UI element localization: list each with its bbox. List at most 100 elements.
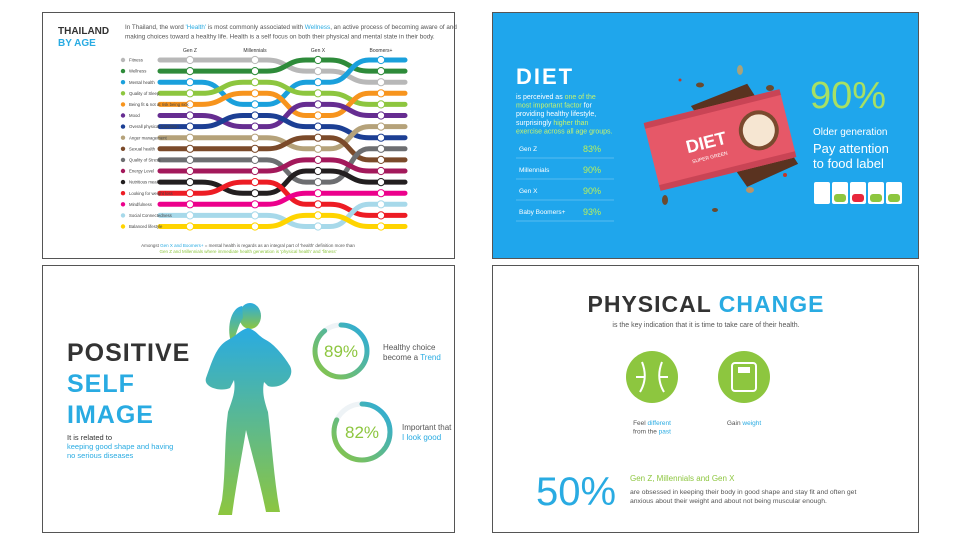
label-dot (120, 113, 126, 118)
highlight: Trend (420, 353, 441, 362)
rank-dot (250, 144, 260, 153)
rank-dot (185, 111, 195, 120)
caption: Older generation (813, 127, 888, 138)
subtitle: is the key indication that it is time to… (612, 322, 799, 329)
rank-dot (313, 155, 323, 164)
icon (718, 351, 770, 403)
label-dot (120, 91, 126, 96)
text-line: In Thailand, the word 'Health' is most c… (125, 24, 457, 31)
text-line: anxious about their weight and about not… (630, 498, 827, 505)
rank-dot (376, 144, 386, 153)
text-line: become a Trend (383, 353, 441, 362)
item-label: Fitness (129, 58, 143, 63)
rank-dot (376, 189, 386, 198)
item-label: Balanced lifestyle (129, 224, 163, 229)
rank-dot (313, 55, 323, 65)
rank-dot (185, 144, 195, 153)
text-line: I look good (402, 433, 441, 442)
silhouette (205, 303, 292, 515)
text-line: most important factor for (516, 103, 593, 110)
rank-dot (250, 100, 260, 109)
rank-dot (376, 111, 386, 120)
text-span: anxious about their weight and about not… (630, 498, 827, 505)
text-span: Gain (727, 420, 743, 427)
highlight: 'Health' (185, 24, 206, 31)
bump-line (157, 146, 408, 185)
column-header: Gen X (311, 48, 326, 54)
group-value: 83% (583, 144, 601, 154)
group-value: 90% (583, 165, 601, 175)
item-label: Sexual health (129, 146, 156, 151)
rank-dot (185, 189, 195, 198)
text-span: = mental health is regards as an integra… (203, 243, 355, 248)
bump-line (157, 157, 408, 174)
item-label: Nutritious meal (129, 180, 158, 185)
group-name: Gen Z (519, 146, 537, 153)
item-label: Looking for weight loss (129, 191, 173, 196)
group-name: Gen X (519, 188, 538, 195)
rank-dot (313, 133, 323, 142)
bump-line (157, 190, 408, 207)
text-span: It is related to (67, 433, 112, 442)
rank-dot (313, 166, 323, 176)
label-dot (120, 168, 126, 174)
item-label: Overall physical Condition (129, 124, 179, 129)
icon (626, 351, 678, 403)
bump-line (157, 90, 408, 118)
rank-dot (376, 78, 386, 87)
rank-dot (313, 89, 323, 98)
highlight: weight (741, 420, 761, 427)
item-label: Wellness (129, 69, 146, 74)
text-line: exercise across all age groups. (516, 128, 613, 135)
rank-dot (376, 67, 386, 76)
highlight: exercise across all age groups. (516, 128, 613, 135)
group-name: Millennials (519, 167, 550, 174)
group-name: Baby Boomers+ (519, 209, 566, 216)
highlight: Gen Z and Millennials where immediate he… (159, 249, 336, 254)
highlight: past (659, 429, 671, 436)
rank-dot (376, 222, 386, 231)
rank-dot (250, 89, 260, 98)
label-dot (120, 179, 126, 185)
item-label: Quality of Stress (129, 158, 161, 163)
text-span: In Thailand, the word (125, 24, 185, 31)
decoration (662, 65, 787, 212)
bump-line (157, 212, 408, 229)
text-line: surprisingly higher than (516, 120, 588, 127)
highlight-value: 90% (810, 75, 886, 117)
subtitle: BY AGE (58, 38, 96, 49)
text-line: It is related to (67, 433, 112, 442)
text-line: providing healthy lifestyle, (516, 111, 596, 118)
item-label: Mental health (129, 80, 155, 85)
rank-dot (185, 100, 195, 109)
highlight: no serious diseases (67, 451, 134, 460)
nutrition-label (814, 182, 902, 204)
rank-dot (376, 89, 386, 98)
rank-dot (376, 122, 386, 131)
item-label: Social Connectedness (129, 213, 172, 218)
ring-arc (312, 322, 370, 380)
label-dot (120, 57, 126, 63)
highlight: Gen X and Boomers+ (160, 243, 204, 248)
rank-dot (250, 200, 260, 209)
highlight: higher than (553, 120, 588, 127)
text-span: from the (633, 429, 659, 436)
rank-dot (313, 144, 323, 153)
rank-dot (185, 133, 195, 142)
rank-dot (185, 122, 195, 131)
text-span: for (582, 103, 593, 110)
rank-dot (250, 178, 260, 187)
label-dot (120, 102, 126, 107)
text-span: Healthy choice (383, 343, 436, 352)
text-line: Gain weight (727, 420, 762, 427)
title: IMAGE (67, 401, 154, 429)
rank-dot (313, 211, 323, 220)
rank-dot (250, 67, 260, 76)
item-label: Anger management (129, 135, 168, 140)
rank-dot (185, 200, 195, 209)
column-header: Boomers+ (370, 48, 393, 54)
rank-dot (313, 78, 323, 87)
text-line: making choices toward a healthy life. He… (125, 34, 435, 41)
highlight: Wellness (305, 24, 330, 31)
rank-dot (376, 55, 386, 65)
